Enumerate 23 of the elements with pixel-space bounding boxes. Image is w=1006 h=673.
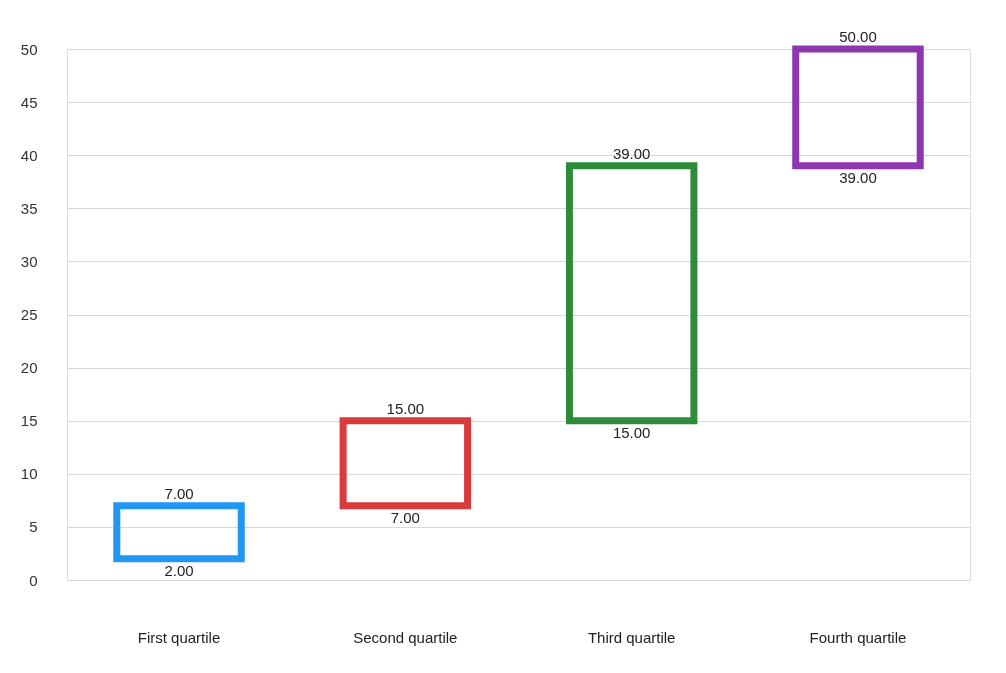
y-tick-label: 45	[20, 93, 38, 111]
y-tick-label: 10	[20, 465, 38, 483]
x-tick-label: First quartile	[137, 628, 221, 646]
annotation: 7.00	[390, 508, 420, 526]
y-tick-label: 35	[20, 199, 38, 217]
y-tick-label: 50	[20, 40, 38, 58]
y-tick-label: 40	[20, 146, 38, 164]
y-tick-label: 20	[20, 359, 38, 377]
annotation: 15.00	[612, 423, 651, 441]
annotation: 7.00	[164, 484, 194, 502]
x-tick-label: Third quartile	[587, 628, 676, 646]
x-tick-label: Fourth quartile	[809, 628, 907, 646]
annotation: 39.00	[612, 144, 651, 162]
x-tick-label: Second quartile	[353, 628, 458, 646]
annotation: 2.00	[164, 561, 194, 579]
annotation: 50.00	[839, 28, 877, 45]
y-tick-label: 30	[20, 252, 38, 270]
y-tick-label: 25	[20, 306, 38, 323]
y-tick-label: 15	[20, 412, 38, 430]
annotation: 15.00	[386, 399, 425, 417]
y-tick-label: 5	[29, 518, 38, 536]
annotation: 39.00	[839, 168, 877, 186]
y-tick-label: 0	[29, 571, 38, 589]
